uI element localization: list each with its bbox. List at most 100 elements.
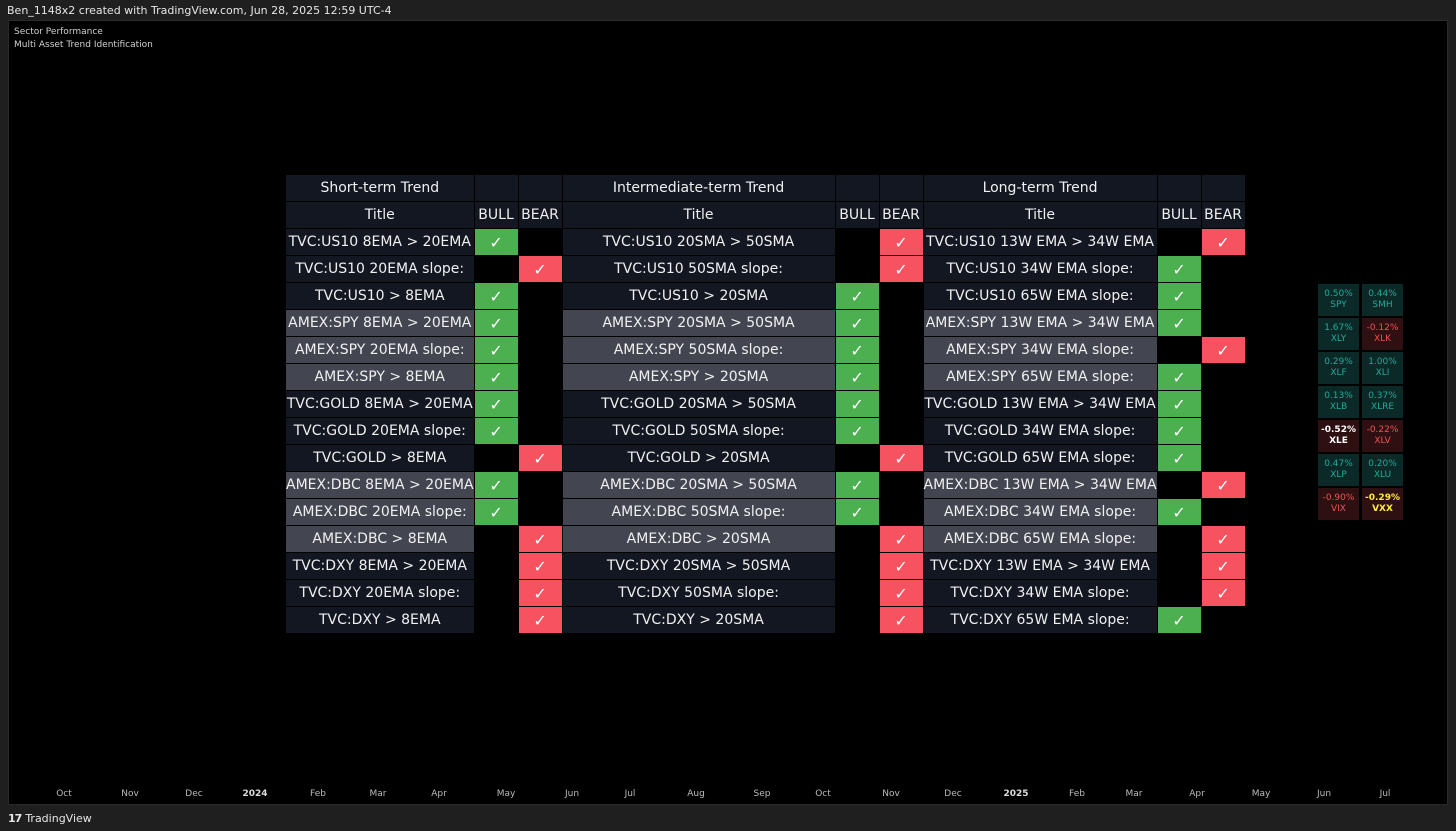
bull-empty-cell bbox=[473, 552, 519, 580]
bear-empty-cell bbox=[517, 309, 563, 337]
bear-empty-cell bbox=[517, 336, 563, 364]
sector-change: 1.67% bbox=[1324, 323, 1353, 333]
indicator-title-sector-performance[interactable]: Sector Performance bbox=[14, 27, 103, 37]
trend-title: AMEX:SPY 65W EMA slope: bbox=[922, 363, 1158, 391]
trend-title: TVC:DXY 65W EMA slope: bbox=[922, 606, 1158, 634]
sector-change: 0.20% bbox=[1368, 459, 1397, 469]
tradingview-logo[interactable]: 17 TradingView bbox=[8, 812, 92, 825]
bull-check-icon: ✓ bbox=[834, 363, 880, 391]
time-axis-label: Oct bbox=[815, 789, 831, 799]
bull-check-icon: ✓ bbox=[473, 417, 519, 445]
table-row: TVC:US10 20EMA slope: ✓ TVC:US10 50SMA slo… bbox=[285, 255, 1246, 283]
col-bull: BULL bbox=[1156, 201, 1202, 229]
bear-check-icon: ✓ bbox=[517, 255, 563, 283]
bull-empty-cell bbox=[473, 255, 519, 283]
bear-check-icon: ✓ bbox=[878, 552, 924, 580]
trend-title: TVC:GOLD 65W EMA slope: bbox=[922, 444, 1158, 472]
sector-change: 1.00% bbox=[1368, 357, 1397, 367]
bull-check-icon: ✓ bbox=[1156, 498, 1202, 526]
trend-title: TVC:US10 20EMA slope: bbox=[285, 255, 475, 283]
time-axis-label: Dec bbox=[185, 789, 203, 799]
bull-check-icon: ✓ bbox=[834, 336, 880, 364]
bear-check-icon: ✓ bbox=[517, 579, 563, 607]
bear-check-icon: ✓ bbox=[1200, 552, 1246, 580]
sector-symbol: XLRE bbox=[1370, 402, 1395, 412]
sector-symbol: XLB bbox=[1329, 402, 1348, 412]
sector-cell-xle: -0.52% XLE bbox=[1318, 420, 1359, 452]
trend-title: TVC:US10 50SMA slope: bbox=[561, 255, 836, 283]
table-row: TVC:GOLD 20EMA slope: ✓ TVC:GOLD 50SMA slo… bbox=[285, 417, 1246, 445]
time-axis-label: Sep bbox=[753, 789, 771, 799]
tradingview-mark-icon: 17 bbox=[8, 812, 22, 825]
time-axis-label: Oct bbox=[56, 789, 72, 799]
bottom-bar: 17 TradingView bbox=[0, 806, 1456, 831]
bear-empty-cell bbox=[1200, 606, 1246, 634]
bear-check-icon: ✓ bbox=[517, 606, 563, 634]
bull-empty-cell bbox=[1156, 228, 1202, 256]
table-row: AMEX:DBC > 8EMA ✓ AMEX:DBC > 20SMA ✓ AMEX:DB… bbox=[285, 525, 1246, 553]
bear-check-icon: ✓ bbox=[517, 552, 563, 580]
sector-change: 0.50% bbox=[1324, 289, 1353, 299]
bear-empty-cell bbox=[517, 471, 563, 499]
sector-symbol: XLV bbox=[1374, 436, 1391, 446]
bear-empty-cell bbox=[517, 417, 563, 445]
bull-check-icon: ✓ bbox=[473, 309, 519, 337]
bull-empty-cell bbox=[834, 444, 880, 472]
bear-empty-cell bbox=[878, 363, 924, 391]
bear-check-icon: ✓ bbox=[878, 228, 924, 256]
bear-empty-cell bbox=[878, 390, 924, 418]
bull-check-icon: ✓ bbox=[1156, 390, 1202, 418]
bear-check-icon: ✓ bbox=[1200, 471, 1246, 499]
col-title: Title bbox=[561, 201, 836, 229]
table-row: TVC:DXY 20EMA slope: ✓ TVC:DXY 50SMA slope… bbox=[285, 579, 1246, 607]
bull-empty-cell bbox=[834, 552, 880, 580]
time-axis-label: Mar bbox=[369, 789, 387, 799]
trend-title: AMEX:DBC 13W EMA > 34W EMA bbox=[922, 471, 1158, 499]
trend-title: AMEX:SPY 8EMA > 20EMA bbox=[285, 309, 475, 337]
trend-table: Short-term Trend Intermediate-term Trend… bbox=[285, 174, 1246, 634]
bull-empty-cell bbox=[834, 525, 880, 553]
bull-empty-cell bbox=[1156, 336, 1202, 364]
bear-empty-cell bbox=[1200, 255, 1246, 283]
table-row: TVC:GOLD 8EMA > 20EMA ✓ TVC:GOLD 20SMA > 5… bbox=[285, 390, 1246, 418]
bull-check-icon: ✓ bbox=[473, 498, 519, 526]
sector-cell-xlp: 0.47% XLP bbox=[1318, 454, 1359, 486]
time-axis-label: May bbox=[1251, 789, 1271, 799]
sector-cell-xlb: 0.13% XLB bbox=[1318, 386, 1359, 418]
trend-title: TVC:DXY 13W EMA > 34W EMA bbox=[922, 552, 1158, 580]
trend-title: TVC:US10 34W EMA slope: bbox=[922, 255, 1158, 283]
sector-symbol: XLK bbox=[1373, 334, 1392, 344]
trend-title: TVC:GOLD 20SMA > 50SMA bbox=[561, 390, 836, 418]
time-axis-label: Feb bbox=[1069, 789, 1085, 799]
sector-symbol: XLP bbox=[1330, 470, 1347, 480]
trend-title: TVC:DXY > 8EMA bbox=[285, 606, 475, 634]
sector-cell-xli: 1.00% XLI bbox=[1362, 352, 1403, 384]
trend-title: TVC:US10 20SMA > 50SMA bbox=[561, 228, 836, 256]
bull-check-icon: ✓ bbox=[1156, 309, 1202, 337]
trend-title: AMEX:SPY 50SMA slope: bbox=[561, 336, 836, 364]
section-short-term: Short-term Trend bbox=[285, 174, 475, 202]
bull-check-icon: ✓ bbox=[473, 228, 519, 256]
trend-title: TVC:DXY 20EMA slope: bbox=[285, 579, 475, 607]
bear-check-icon: ✓ bbox=[517, 444, 563, 472]
bull-empty-cell bbox=[473, 525, 519, 553]
time-axis-label: Mar bbox=[1125, 789, 1143, 799]
time-axis-label: Nov bbox=[882, 789, 900, 799]
time-axis[interactable]: Oct Nov Dec 2024 Feb Mar Apr May Jun Jul Aug Sep Oct… bbox=[0, 789, 1456, 801]
trend-title: AMEX:DBC > 8EMA bbox=[285, 525, 475, 553]
table-row: TVC:US10 > 8EMA ✓ TVC:US10 > 20SMA ✓ TVC:US1… bbox=[285, 282, 1246, 310]
time-axis-label: Aug bbox=[687, 789, 705, 799]
trend-title: TVC:DXY 8EMA > 20EMA bbox=[285, 552, 475, 580]
bull-check-icon: ✓ bbox=[834, 309, 880, 337]
trend-title: TVC:GOLD 13W EMA > 34W EMA bbox=[922, 390, 1158, 418]
indicator-title-trend-identification[interactable]: Multi Asset Trend Identification bbox=[14, 40, 153, 50]
bear-check-icon: ✓ bbox=[878, 444, 924, 472]
bull-check-icon: ✓ bbox=[1156, 444, 1202, 472]
trend-title: AMEX:DBC 20SMA > 50SMA bbox=[561, 471, 836, 499]
time-axis-label: 2025 bbox=[1003, 789, 1029, 799]
bull-check-icon: ✓ bbox=[1156, 417, 1202, 445]
bull-check-icon: ✓ bbox=[834, 282, 880, 310]
time-axis-label: Feb bbox=[310, 789, 326, 799]
bear-check-icon: ✓ bbox=[878, 525, 924, 553]
sector-change: -0.90% bbox=[1322, 493, 1355, 503]
